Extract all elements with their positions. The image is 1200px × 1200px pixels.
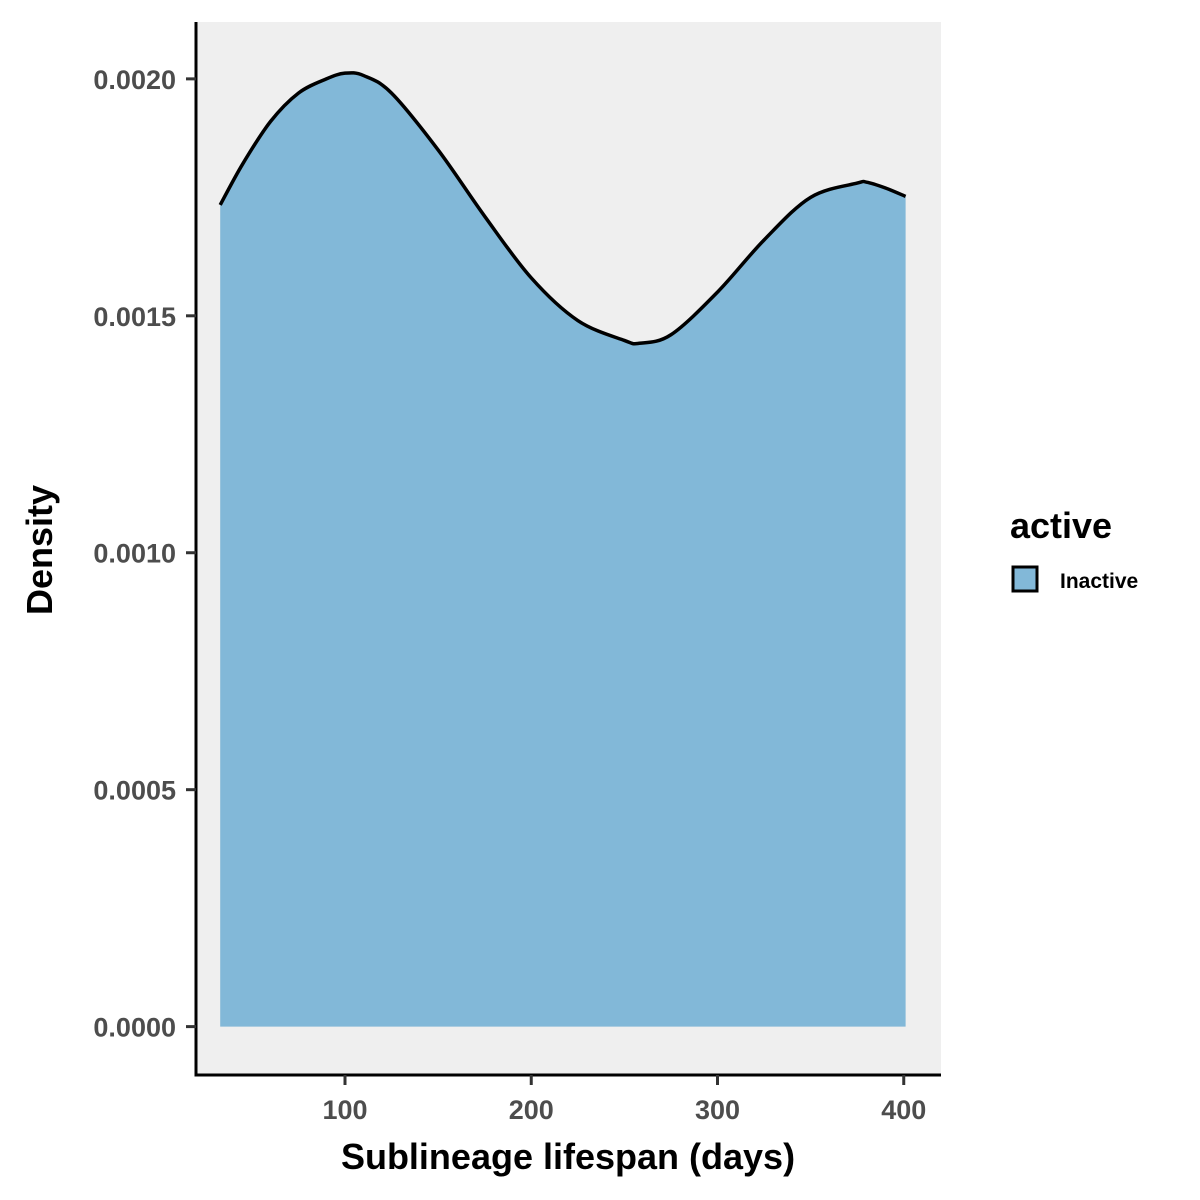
- x-axis-ticks: 100 200 300 400: [322, 1075, 926, 1125]
- legend-title: active: [1010, 505, 1112, 546]
- y-tick-label: 0.0000: [93, 1013, 176, 1043]
- series-layer: [218, 71, 907, 1027]
- y-tick-label: 0.0015: [93, 302, 176, 332]
- legend-key-inactive: [1011, 565, 1039, 593]
- x-tick-label: 200: [509, 1095, 554, 1125]
- y-tick-label: 0.0010: [93, 539, 176, 569]
- x-axis-title: Sublineage lifespan (days): [341, 1136, 795, 1177]
- x-tick-label: 300: [695, 1095, 740, 1125]
- density-area-inactive: [220, 72, 906, 1027]
- y-axis-title: Density: [19, 485, 60, 615]
- legend: active Inactive: [1010, 505, 1138, 593]
- x-tick-label: 100: [322, 1095, 367, 1125]
- x-tick-label: 400: [881, 1095, 926, 1125]
- y-tick-label: 0.0005: [93, 776, 176, 806]
- legend-label-inactive: Inactive: [1060, 570, 1138, 593]
- density-curve-inactive: [218, 71, 907, 346]
- y-axis-ticks: 0.0000 0.0005 0.0010 0.0015 0.0020: [93, 65, 196, 1043]
- y-tick-label: 0.0020: [93, 65, 176, 95]
